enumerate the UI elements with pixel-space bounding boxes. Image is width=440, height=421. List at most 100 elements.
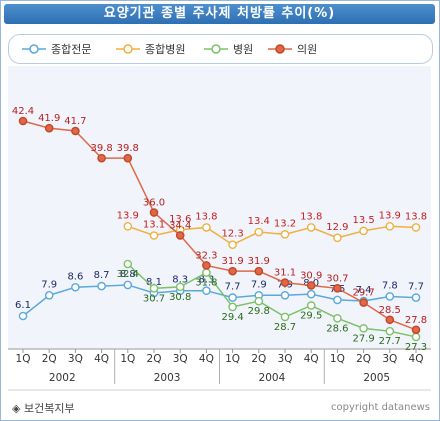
data-label-3: 30.9 [300,270,322,281]
data-point-1 [306,223,316,232]
data-point-1 [254,227,264,237]
data-label-2: 31.8 [195,278,217,289]
data-label-3: 41.9 [38,113,60,124]
data-point-3 [123,153,133,163]
data-point-1 [123,221,133,231]
legend-item-series-1: 종합병원 [115,35,185,63]
x-tick-label: 2Q [147,353,162,365]
data-point-2 [411,332,421,342]
data-point-0 [228,293,237,302]
data-point-1 [411,223,421,232]
data-point-0 [123,280,133,290]
data-label-3: 29.7 [352,288,374,299]
data-label-2: 27.7 [379,336,401,347]
x-year-label: 2005 [363,372,390,384]
data-point-3 [254,266,264,276]
data-point-0 [306,289,316,299]
x-tick-label: 4Q [94,353,109,365]
data-point-1 [202,223,211,232]
source-label: ◈ 보건복지부 [12,402,75,415]
data-label-1: 13.6 [169,214,191,225]
data-label-1: 13.9 [379,210,401,221]
data-label-1: 13.5 [352,215,374,226]
data-label-0: 7.9 [251,279,267,290]
data-label-2: 28.7 [274,322,296,333]
data-point-0 [411,293,421,302]
data-point-3 [175,231,185,240]
data-point-3 [149,208,159,217]
data-label-3: 31.1 [274,268,296,279]
x-tick-label: 4Q [409,353,424,365]
data-point-1 [280,230,290,239]
x-tick-label: 2Q [42,353,57,365]
legend-marker-0 [22,44,46,54]
data-point-1 [385,221,395,231]
data-label-3: 42.4 [12,106,34,117]
data-point-2 [254,296,264,306]
data-point-3 [333,284,342,293]
data-label-3: 39.8 [90,143,112,154]
data-point-3 [228,266,237,276]
legend-label-1: 종합병원 [145,43,186,56]
copyright-label: copyright datanews [331,402,430,413]
data-point-3 [359,298,368,307]
data-point-0 [18,311,28,321]
x-tick-label: 4Q [199,353,214,365]
data-point-2 [149,284,159,293]
data-label-2: 29.4 [221,312,243,323]
data-label-3: 31.9 [221,256,243,267]
data-point-1 [359,226,368,236]
x-tick-label: 3Q [68,353,83,365]
x-tick-label: 3Q [278,353,293,365]
data-label-3: 30.7 [326,273,348,284]
data-point-2 [385,326,395,336]
data-point-3 [385,315,395,325]
data-label-3: 32.3 [195,250,217,261]
legend-item-series-0: 종합전문 [21,35,91,63]
x-year-label: 2002 [49,372,76,384]
data-point-2 [228,302,237,312]
legend-marker-1 [116,44,140,54]
data-point-3 [44,123,54,133]
x-tick-label: 4Q [304,353,319,365]
legend-label-3: 의원 [297,43,318,56]
data-point-0 [280,290,290,300]
x-tick-label: 1Q [120,353,135,365]
data-point-0 [333,295,342,305]
data-point-3 [18,116,28,126]
data-point-2 [175,282,185,292]
data-point-0 [202,286,211,296]
data-point-1 [228,240,237,249]
data-label-3: 36.0 [143,198,165,209]
data-point-1 [333,233,342,243]
data-label-1: 13.4 [248,216,270,227]
data-label-0: 8.1 [146,277,162,288]
data-label-3: 41.7 [64,116,86,127]
series-line-0 [22,284,417,317]
data-label-0: 7.9 [41,279,57,290]
x-tick-label: 1Q [225,353,240,365]
data-point-2 [359,324,368,333]
data-label-1: 13.2 [274,218,296,229]
data-point-2 [280,312,290,322]
data-label-2: 29.5 [300,310,322,321]
data-label-0: 7.8 [382,280,398,291]
chart-title: 요양기관 종별 주사제 처방률 추이(%) [4,4,435,24]
x-tick-label: 3Q [173,353,188,365]
data-label-0: 8.8 [120,269,136,280]
data-point-3 [97,153,106,163]
data-label-2: 28.6 [326,323,348,334]
x-tick-label: 1Q [16,353,31,365]
data-label-2: 29.8 [248,306,270,317]
x-year-label: 2004 [259,372,286,384]
data-label-0: 6.1 [15,300,31,311]
x-tick-label: 2Q [251,353,266,365]
legend-label-0: 종합전문 [51,43,92,56]
data-label-2: 30.8 [169,292,191,303]
series-line-3 [22,120,417,331]
data-point-3 [280,278,290,287]
x-year-label: 2003 [154,372,181,384]
data-label-2: 32.4 [117,269,139,280]
legend: 종합전문 종합병원 병원 의원 [8,34,433,64]
